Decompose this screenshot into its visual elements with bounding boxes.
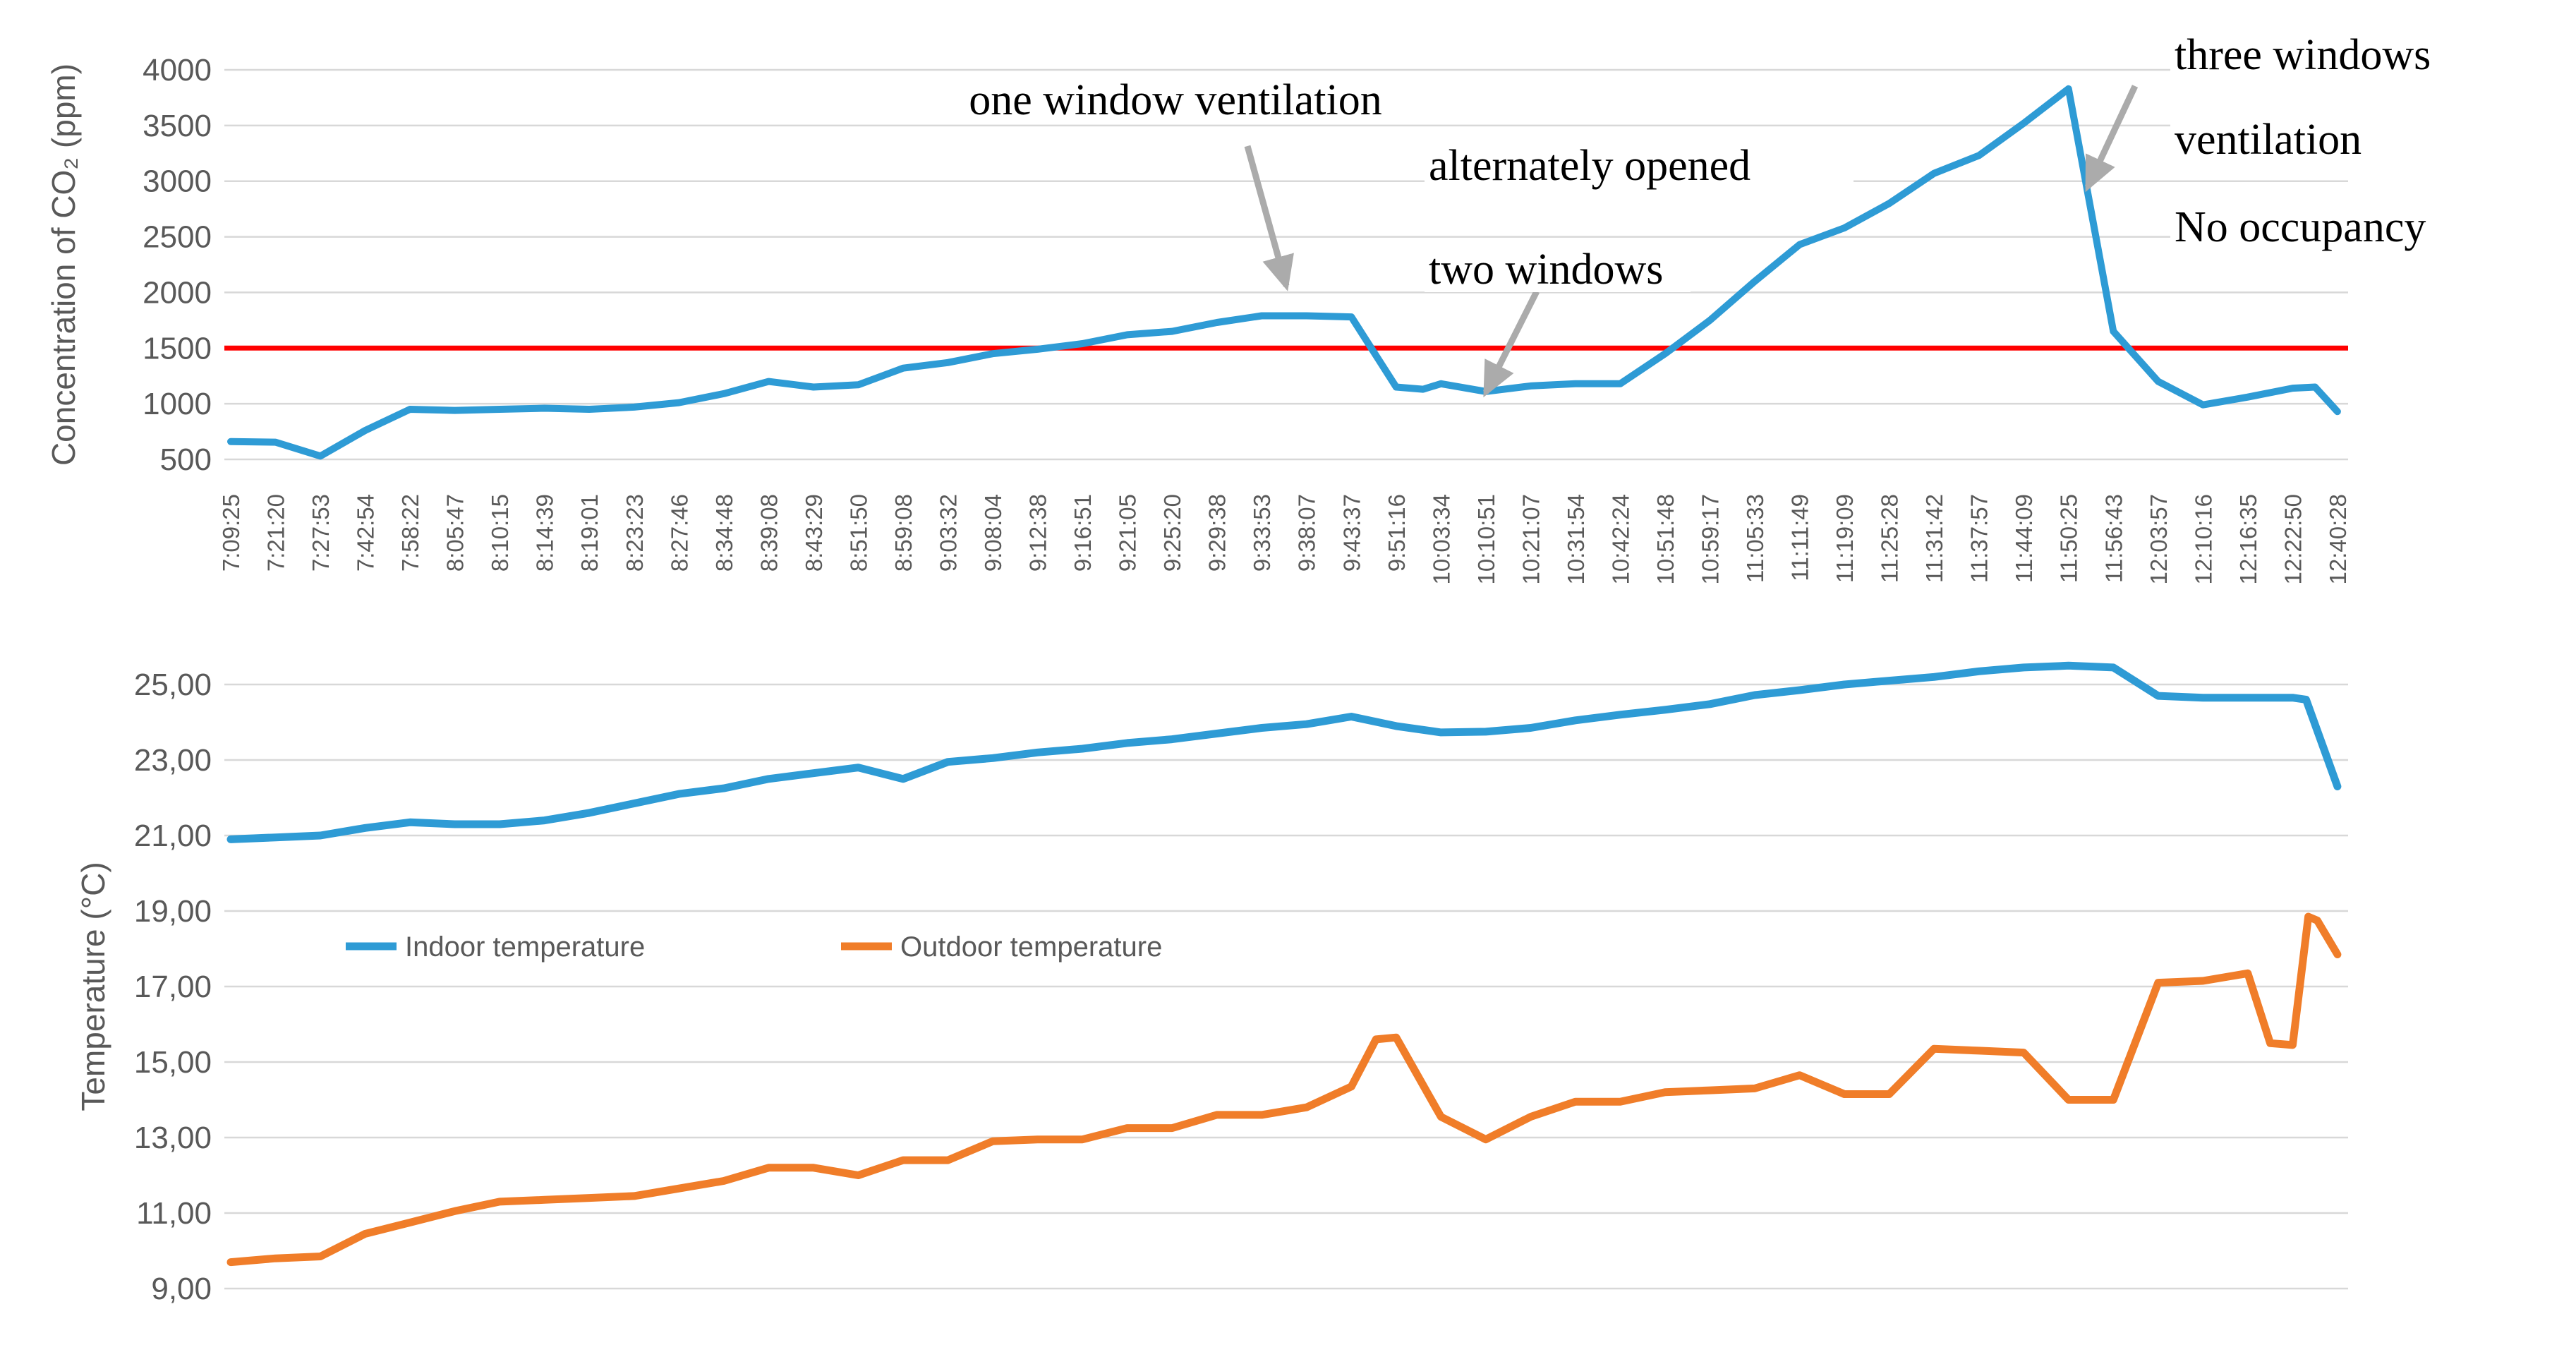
temperature-y-tick-label: 11,00 [136,1196,212,1231]
annotation-background [1425,143,1854,188]
annotation-label: No occupancy [2175,203,2426,251]
x-tick-label: 9:03:32 [935,494,961,572]
x-tick-label: 11:05:33 [1742,494,1768,583]
x-tick-label: 10:59:17 [1697,494,1723,584]
x-tick-label: 8:59:08 [890,494,917,572]
x-tick-label: 9:21:05 [1115,494,1141,572]
x-tick-label: 11:37:57 [1966,494,1993,583]
co2-gridlines [224,68,2348,461]
x-tick-label: 11:44:09 [2011,494,2037,583]
co2-y-tick-label: 3000 [143,164,212,199]
outdoor-legend-label: Outdoor temperature [900,931,1162,963]
annotation-arrow-icon [2084,85,2139,193]
annotation-label: alternately opened [1429,142,1750,190]
temperature-y-tick-label: 19,00 [134,894,212,929]
annotation-arrow-icon [1244,145,1294,291]
x-tick-label: 10:42:24 [1607,494,1633,584]
annotation-label: three windows [2175,31,2431,79]
x-tick-label: 8:27:46 [666,494,692,572]
x-tick-label: 11:50:25 [2056,494,2082,583]
co2-y-tick-label: 2500 [143,220,212,255]
co2-y-tick-label: 4000 [143,53,212,88]
x-tick-label: 9:16:51 [1070,494,1096,572]
x-tick-label: 8:19:01 [576,494,603,572]
outdoor-temperature-line [226,912,2342,1267]
annotation-background [1425,247,1691,292]
x-tick-label: 7:27:53 [308,494,334,572]
co2-x-tick-labels: 7:09:25 7:21:20 7:27:53 7:42:54 7:58:22 8:05:… [218,494,2351,584]
annotation-background [2170,117,2436,162]
co2-y-tick-label: 2000 [143,275,212,310]
x-tick-label: 10:03:34 [1428,494,1454,584]
temperature-legend: Indoor temperature Outdoor temperature [346,931,1162,963]
annotation-label: two windows [1429,246,1663,294]
x-tick-label: 11:11:49 [1787,494,1813,581]
x-tick-label: 8:10:15 [487,494,513,572]
x-tick-label: 10:51:48 [1652,494,1679,584]
x-tick-label: 9:38:07 [1294,494,1320,572]
x-tick-label: 11:25:28 [1877,494,1903,583]
x-tick-label: 12:03:57 [2146,494,2172,584]
x-tick-label: 9:12:38 [1025,494,1051,572]
temperature-y-tick-label: 9,00 [151,1272,212,1306]
temperature-y-tick-label: 25,00 [134,668,212,702]
x-tick-label: 8:23:23 [622,494,648,572]
x-tick-label: 7:21:20 [263,494,289,572]
co2-y-tick-label: 3500 [143,109,212,143]
x-tick-label: 9:43:37 [1338,494,1365,572]
temperature-y-tick-label: 21,00 [134,819,212,853]
temperature-series [226,661,2342,1267]
x-tick-label: 10:10:51 [1473,494,1499,584]
annotation-background [2170,205,2460,250]
temperature-y-tick-label: 17,00 [134,970,212,1004]
annotation-arrow-icon [1482,289,1540,398]
x-tick-label: 9:33:53 [1249,494,1275,572]
x-tick-label: 8:34:48 [711,494,737,572]
temperature-gridlines [224,683,2348,1290]
x-tick-label: 12:16:35 [2235,494,2261,584]
x-tick-label: 11:19:09 [1832,494,1858,583]
x-tick-label: 9:51:16 [1384,494,1410,572]
temperature-y-tick-label: 15,00 [134,1045,212,1080]
temperature-y-tick-labels: 9,00 11,00 13,00 15,00 17,00 19,00 21,00 23,00 2… [134,668,212,1306]
x-tick-label: 7:42:54 [353,494,379,572]
co2-annotation-arrows [1244,85,2139,398]
x-tick-label: 10:21:07 [1518,494,1544,584]
co2-line [227,85,2341,460]
x-tick-label: 11:31:42 [1921,494,1947,583]
x-tick-label: 7:58:22 [397,494,423,572]
x-tick-label: 9:25:20 [1159,494,1185,572]
x-tick-label: 9:08:04 [980,494,1006,572]
annotation-label: ventilation [2175,116,2362,164]
co2-axis-title: Concentration of CO₂ (ppm) [45,64,82,466]
co2-y-tick-labels: 500 1000 1500 2000 2500 3000 3500 4000 [143,53,212,477]
co2-y-tick-label: 1500 [143,331,212,366]
annotation-label: one window ventilation [969,76,1381,124]
annotation-background [2170,32,2483,78]
temperature-y-tick-label: 23,00 [134,743,212,778]
x-tick-label: 12:22:50 [2280,494,2306,584]
indoor-legend-label: Indoor temperature [405,931,645,963]
x-tick-label: 7:09:25 [218,494,244,572]
x-tick-label: 12:40:28 [2325,494,2351,584]
temperature-y-tick-label: 13,00 [134,1121,212,1155]
co2-y-tick-label: 1000 [143,387,212,421]
x-tick-label: 8:51:50 [845,494,871,572]
annotation-background [914,78,1437,123]
x-tick-label: 10:31:54 [1563,494,1589,584]
x-tick-label: 8:43:29 [801,494,827,572]
co2-series [227,85,2341,460]
x-tick-label: 11:56:43 [2100,494,2127,583]
temperature-axis-title: Temperature (°C) [75,862,111,1111]
x-tick-label: 9:29:38 [1204,494,1230,572]
co2-annotations: one window ventilation alternately opened… [914,31,2483,294]
x-tick-label: 8:14:39 [532,494,558,572]
x-tick-label: 8:39:08 [756,494,782,572]
x-tick-label: 12:10:16 [2190,494,2216,584]
indoor-temperature-line [226,661,2342,843]
co2-y-tick-label: 500 [160,442,212,477]
x-tick-label: 8:05:47 [442,494,468,572]
